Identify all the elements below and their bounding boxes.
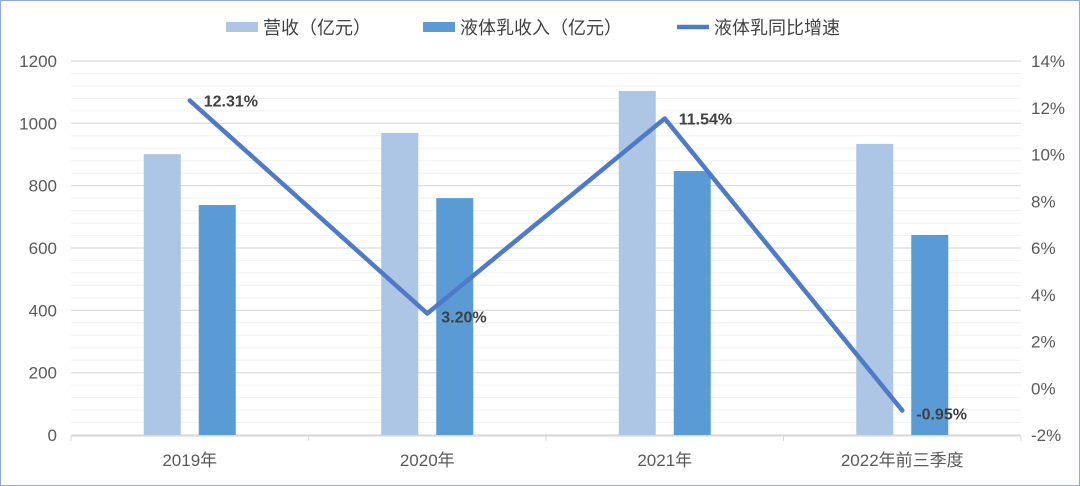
right-axis-tick: 14% [1031,52,1065,71]
left-axis-tick: 600 [29,239,57,258]
bar-revenue [618,90,656,436]
left-axis-tick: 400 [29,301,57,320]
right-axis-tick: 4% [1031,286,1056,305]
bar-liquid-milk [436,198,474,435]
bar-revenue [856,143,894,436]
bar-revenue [143,154,181,435]
legend-label: 营收（亿元） [263,18,371,38]
x-axis-label: 2020年 [400,451,455,470]
right-axis-tick: 10% [1031,146,1065,165]
right-axis-tick: -2% [1031,426,1061,445]
left-axis-tick: 1200 [19,52,57,71]
data-label: -0.95% [916,406,967,423]
bar-revenue [381,132,419,435]
data-label: 11.54% [679,112,732,129]
right-axis-tick: 8% [1031,192,1056,211]
legend-swatch [423,22,455,32]
left-axis-tick: 200 [29,364,57,383]
bar-liquid-milk [911,234,949,435]
x-axis-label: 2022年前三季度 [841,451,964,470]
x-axis-label: 2019年 [162,451,217,470]
data-label: 12.31% [204,94,258,111]
left-axis-tick: 800 [29,177,57,196]
legend-label: 液体乳同比增速 [714,18,840,38]
right-axis-tick: 0% [1031,379,1056,398]
right-axis-tick: 12% [1031,99,1065,118]
x-axis-label: 2021年 [637,451,692,470]
legend-swatch [226,22,258,32]
legend-label: 液体乳收入（亿元） [460,18,622,38]
data-label: 3.20% [441,309,486,326]
growth-line [187,98,905,413]
right-axis-tick: 6% [1031,239,1056,258]
left-axis-tick: 1000 [19,114,57,133]
bar-liquid-milk [198,204,236,435]
bar-liquid-milk [673,171,711,436]
right-axis-tick: 2% [1031,333,1056,352]
left-axis-tick: 0 [48,426,57,445]
